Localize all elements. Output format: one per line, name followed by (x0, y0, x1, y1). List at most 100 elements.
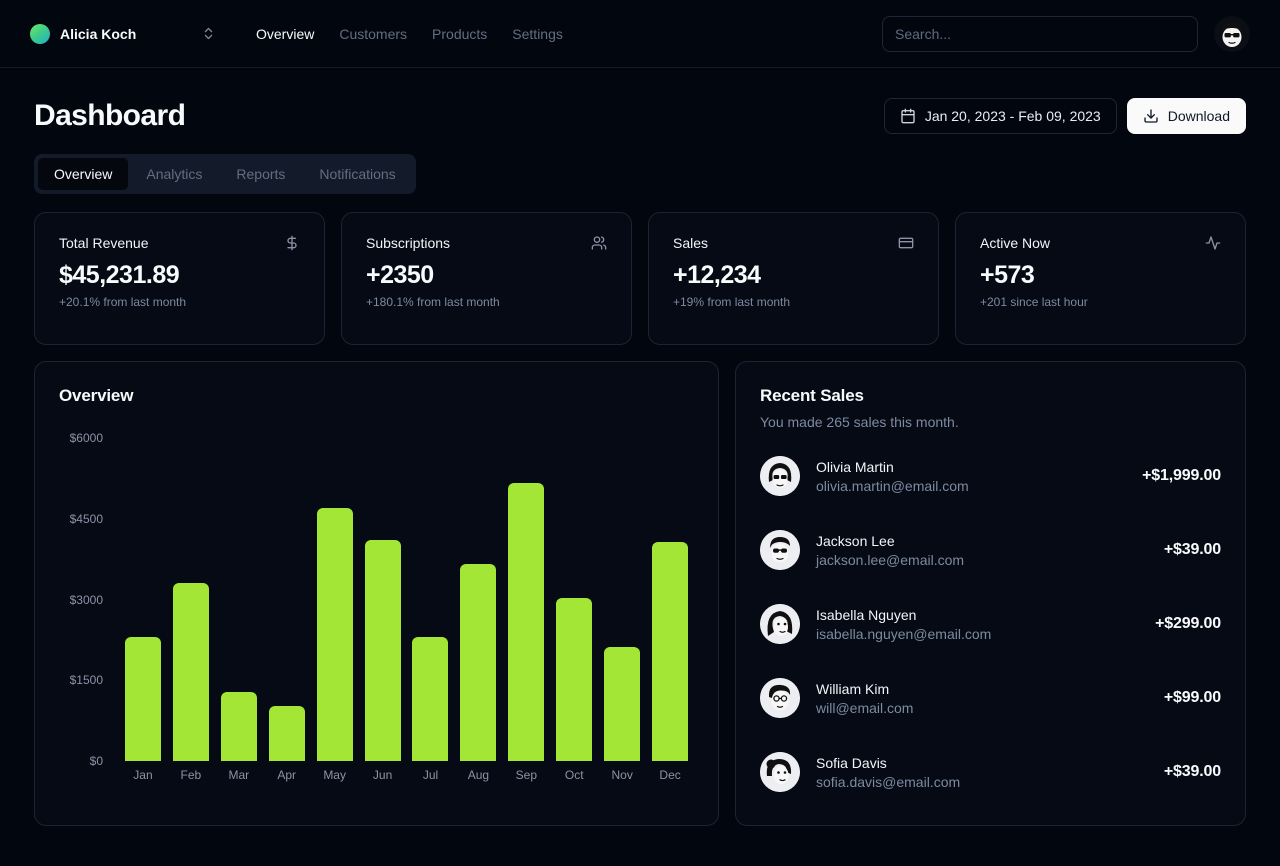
content-grid: Overview $6000 $4500 $3000 $1500 $0 Jan Feb Ma… (34, 361, 1246, 826)
bar-sep (508, 482, 545, 761)
bar-mar (220, 692, 257, 761)
stat-value: $45,231.89 (59, 261, 180, 289)
customer-avatar (760, 604, 800, 644)
team-name: Alicia Koch (60, 25, 137, 42)
stat-value: +2350 (366, 261, 434, 289)
tab-analytics[interactable]: Analytics (130, 158, 218, 190)
customer-info: William Kim will@email.com (816, 681, 913, 716)
bar-may (316, 507, 353, 761)
x-axis-tick: Aug (467, 768, 490, 782)
y-axis-tick: $0 (89, 754, 103, 768)
chart-title: Overview (59, 386, 134, 405)
tab-reports[interactable]: Reports (220, 158, 301, 190)
bar-column (454, 438, 502, 761)
bar-oct (556, 597, 593, 761)
chart-y-axis: $6000 $4500 $3000 $1500 $0 (59, 431, 103, 768)
customer-avatar (760, 678, 800, 718)
customer-info: Sofia Davis sofia.davis@email.com (816, 755, 960, 790)
sale-amount: +$39.00 (1163, 541, 1221, 558)
customer-name: Olivia Martin (816, 458, 894, 475)
x-axis-tick: Nov (611, 768, 633, 782)
bar-nov (604, 646, 641, 761)
nav-link-settings[interactable]: Settings (512, 25, 563, 42)
sale-row: Jackson Lee jackson.lee@email.com +$39.0… (760, 530, 1221, 570)
sale-amount: +$39.00 (1163, 763, 1221, 780)
sale-amount: +$99.00 (1163, 689, 1221, 706)
x-axis-tick: Feb (180, 768, 202, 782)
x-axis-tick: May (323, 768, 346, 782)
bar-chart-bars (119, 438, 694, 761)
customer-email: sofia.davis@email.com (816, 773, 961, 790)
customer-avatar (760, 752, 800, 792)
customer-name: William Kim (816, 680, 890, 697)
bar-jun (364, 540, 401, 761)
recent-sales-subtitle: You made 265 sales this month. (760, 414, 959, 430)
customer-name: Isabella Nguyen (816, 606, 917, 623)
dollar-sign-icon (284, 235, 300, 251)
stat-value: +12,234 (673, 261, 761, 289)
y-axis-tick: $1500 (69, 673, 103, 688)
bar-feb (172, 583, 209, 761)
top-navigation-bar: Alicia Koch Overview Customers Products … (0, 0, 1280, 68)
sale-row: Sofia Davis sofia.davis@email.com +$39.0… (760, 752, 1221, 792)
user-avatar[interactable] (1214, 15, 1250, 52)
dashboard-tabs: Overview Analytics Reports Notifications (34, 154, 416, 194)
date-range-label: Jan 20, 2023 - Feb 09, 2023 (924, 108, 1101, 124)
team-avatar (30, 23, 50, 44)
stat-card-subscriptions: Subscriptions +2350 +180.1% from last mo… (341, 212, 632, 345)
download-button[interactable]: Download (1126, 98, 1246, 134)
bar-column (598, 438, 646, 761)
stat-label: Subscriptions (366, 235, 451, 251)
x-axis-tick: Jan (133, 768, 153, 782)
recent-sales-card: Recent Sales You made 265 sales this mon… (735, 361, 1246, 826)
page-header: Dashboard Jan 20, 2023 - Feb 09, 2023 Do… (34, 98, 1246, 134)
customer-name: Sofia Davis (816, 754, 887, 771)
recent-sales-title: Recent Sales (760, 386, 864, 405)
search-input[interactable] (882, 15, 1198, 52)
x-axis-tick: Dec (659, 768, 681, 782)
tab-notifications[interactable]: Notifications (303, 158, 411, 190)
bar-column (407, 438, 455, 761)
download-icon (1143, 108, 1159, 124)
customer-avatar (760, 530, 800, 570)
nav-link-products[interactable]: Products (432, 25, 488, 42)
x-axis-tick: Apr (277, 768, 297, 782)
x-axis-tick: Oct (564, 768, 584, 782)
stat-card-active-now: Active Now +573 +201 since last hour (955, 212, 1246, 345)
bar-column (550, 438, 598, 761)
customer-email: olivia.martin@email.com (816, 477, 969, 494)
main-content: Dashboard Jan 20, 2023 - Feb 09, 2023 Do… (0, 68, 1280, 826)
customer-info: Olivia Martin olivia.martin@email.com (816, 459, 969, 494)
bar-column (502, 438, 550, 761)
activity-icon (1205, 235, 1221, 251)
date-range-picker[interactable]: Jan 20, 2023 - Feb 09, 2023 (883, 98, 1117, 134)
tab-overview[interactable]: Overview (38, 158, 129, 190)
bar-column (119, 438, 167, 761)
bar-dec (652, 541, 689, 761)
stat-change: +180.1% from last month (366, 295, 500, 309)
sale-amount: +$299.00 (1155, 615, 1221, 632)
nav-link-overview[interactable]: Overview (256, 25, 315, 42)
stat-label: Sales (673, 235, 709, 251)
y-axis-tick: $6000 (69, 431, 103, 445)
calendar-icon (900, 108, 916, 124)
customer-email: jackson.lee@email.com (816, 551, 965, 568)
x-axis-tick: Jun (372, 768, 393, 782)
team-switcher[interactable]: Alicia Koch (30, 23, 216, 44)
stat-change: +19% from last month (673, 295, 791, 309)
bar-jul (412, 637, 449, 761)
nav-link-customers[interactable]: Customers (339, 25, 408, 42)
chart-plot-area: Jan Feb Mar Apr May Jun Jul Aug Sep Oct Nov Dec (119, 438, 694, 782)
users-icon (591, 235, 607, 251)
customer-email: isabella.nguyen@email.com (816, 625, 992, 642)
customer-avatar (760, 456, 800, 496)
stat-change: +201 since last hour (980, 295, 1088, 309)
customer-email: will@email.com (816, 699, 914, 716)
bar-column (215, 438, 263, 761)
bar-column (167, 438, 215, 761)
sale-row: William Kim will@email.com +$99.00 (760, 678, 1221, 718)
download-label: Download (1167, 108, 1230, 124)
bar-column (646, 438, 694, 761)
customer-name: Jackson Lee (816, 532, 895, 549)
recent-sales-list: Olivia Martin olivia.martin@email.com +$… (760, 456, 1221, 792)
